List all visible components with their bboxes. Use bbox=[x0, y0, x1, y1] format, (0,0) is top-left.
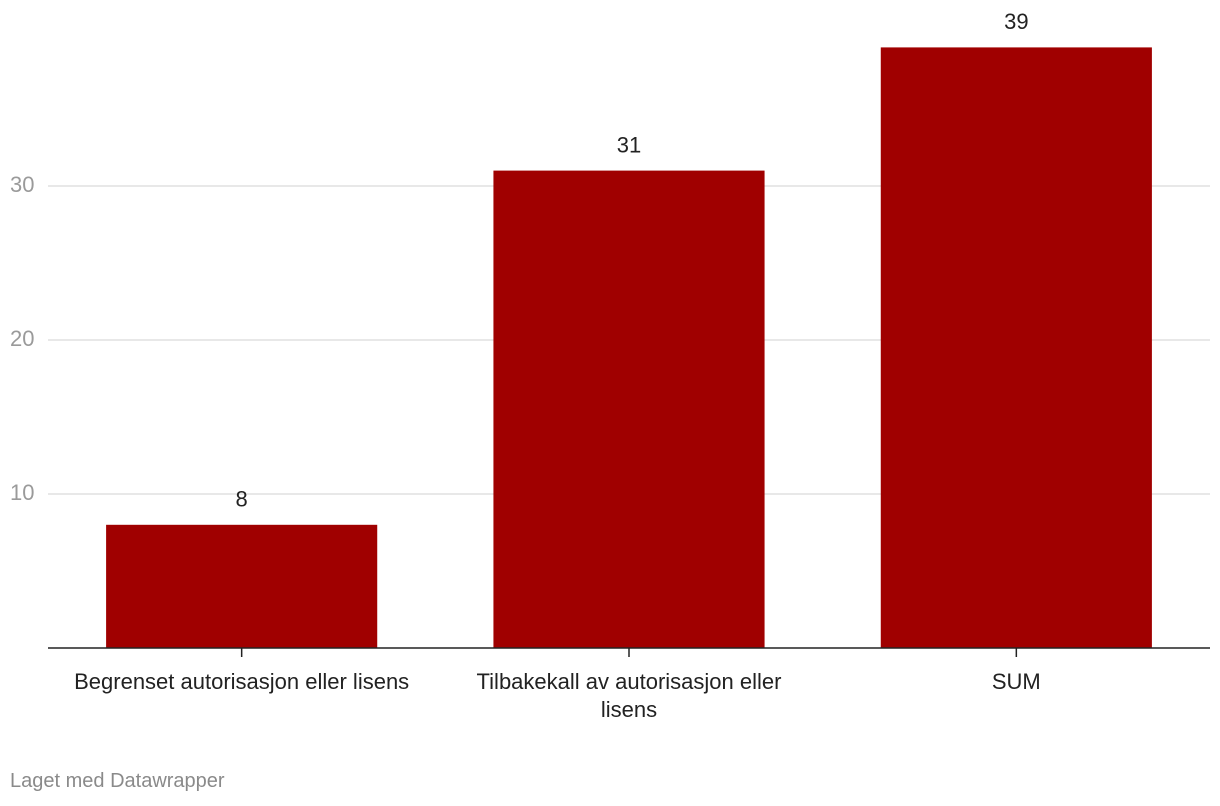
bar bbox=[493, 170, 765, 648]
x-tick-label: Begrenset autorisasjon eller lisens bbox=[74, 669, 410, 694]
y-tick-label: 30 bbox=[10, 172, 34, 197]
value-label: 39 bbox=[1004, 9, 1028, 34]
x-tick-label: Tilbakekall av autorisasjon eller lisens bbox=[476, 669, 782, 722]
credit: Laget med Datawrapper bbox=[10, 770, 225, 792]
bar bbox=[880, 47, 1152, 648]
y-tick-label: 10 bbox=[10, 480, 34, 505]
bar bbox=[106, 524, 378, 648]
y-tick-label: 20 bbox=[10, 326, 34, 351]
x-tick-label: SUM bbox=[991, 669, 1041, 694]
value-label: 31 bbox=[617, 132, 641, 157]
value-label: 8 bbox=[236, 487, 248, 512]
